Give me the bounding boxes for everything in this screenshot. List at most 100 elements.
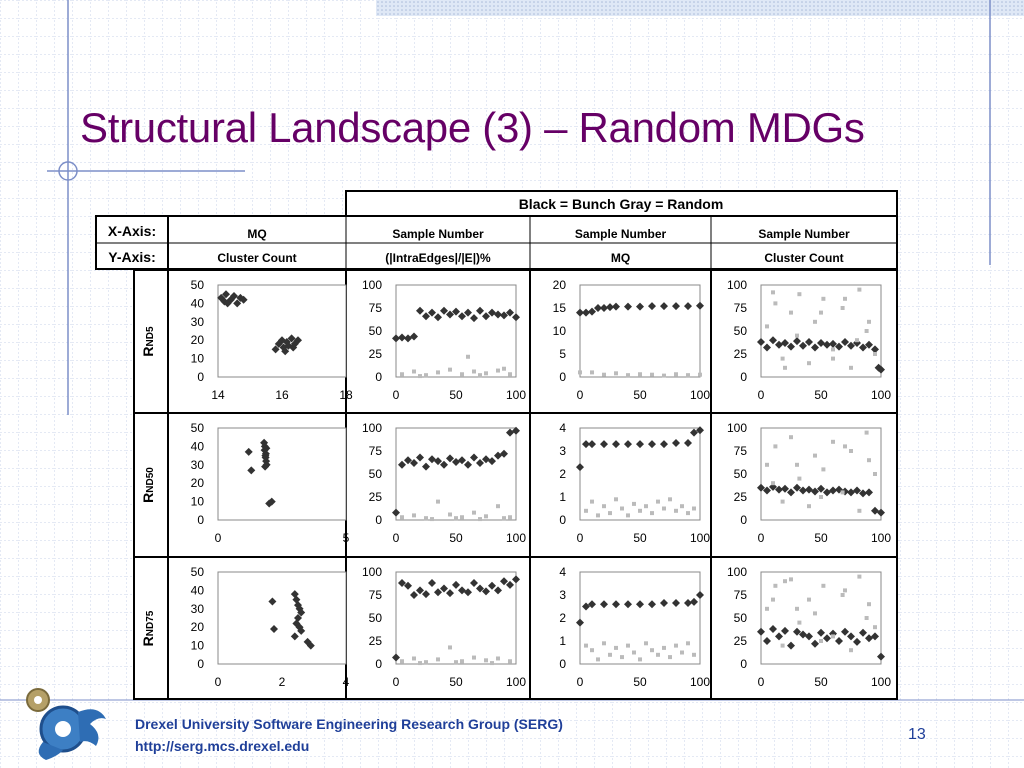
y-tick-label: 75 [734, 444, 748, 458]
data-point-random [502, 366, 506, 371]
y-tick-label: 0 [375, 370, 382, 384]
data-point-random [771, 290, 775, 295]
data-point-random [626, 373, 630, 378]
column-y-axis-label: MQ [611, 251, 630, 265]
data-point-random [496, 656, 500, 661]
data-point-bunch [576, 463, 584, 472]
data-point-bunch [799, 486, 807, 495]
y-tick-label: 25 [369, 634, 383, 648]
data-point-random [584, 643, 588, 648]
footer-url[interactable]: http://serg.mcs.drexel.edu [135, 738, 310, 754]
y-tick-label: 4 [559, 565, 566, 579]
data-point-random [807, 597, 811, 602]
data-point-bunch [793, 627, 801, 636]
data-point-bunch [470, 453, 478, 462]
data-point-random [831, 439, 835, 444]
data-point-bunch [482, 587, 490, 596]
row-label: RND50 [140, 467, 156, 503]
y-tick-label: 50 [191, 278, 205, 292]
data-point-random [843, 444, 847, 449]
data-point-random [873, 352, 877, 356]
y-tick-label: 20 [191, 476, 205, 490]
data-point-bunch [690, 597, 698, 606]
data-point-random [614, 371, 618, 376]
data-point-random [436, 499, 440, 504]
x-tick-label: 100 [506, 388, 526, 402]
data-point-bunch [859, 489, 867, 498]
y-tick-label: 100 [362, 421, 382, 435]
x-tick-label: 100 [871, 388, 891, 402]
data-point-random [466, 354, 470, 359]
data-point-bunch [261, 453, 270, 462]
data-point-random [430, 517, 434, 522]
data-point-bunch [261, 462, 270, 471]
data-point-bunch [817, 628, 825, 637]
data-point-random [795, 333, 799, 338]
y-tick-label: 25 [734, 490, 748, 504]
data-point-random [484, 514, 488, 519]
scatter-plot-r2-c1: 50 40 30 20 10 00 5 [191, 421, 350, 545]
data-point-random [849, 449, 853, 453]
data-point-random [448, 645, 452, 650]
data-point-bunch [488, 308, 496, 317]
plot-area [217, 427, 347, 521]
plot-area [395, 284, 517, 378]
data-point-bunch [787, 488, 795, 497]
data-point-bunch [871, 632, 879, 641]
data-point-random [608, 652, 612, 657]
data-point-bunch [268, 597, 277, 606]
data-point-random [686, 511, 690, 516]
data-point-random [620, 506, 624, 511]
data-point-bunch [847, 632, 855, 641]
data-point-bunch [392, 508, 400, 517]
data-point-random [596, 657, 600, 662]
data-point-bunch [684, 438, 692, 447]
data-point-random [508, 659, 512, 664]
data-point-bunch [660, 440, 668, 449]
data-point-bunch [684, 302, 692, 311]
data-point-random [864, 329, 869, 333]
x-tick-label: 100 [690, 388, 710, 402]
data-point-random [620, 655, 624, 660]
data-point-random [632, 650, 636, 655]
data-point-bunch [696, 591, 704, 599]
data-point-bunch [440, 460, 448, 469]
data-point-random [614, 645, 618, 650]
data-point-bunch [500, 311, 508, 320]
data-point-random [590, 648, 594, 653]
data-point-bunch [775, 485, 783, 494]
y-tick-label: 0 [197, 370, 204, 384]
data-point-random [478, 517, 482, 522]
x-tick-label: 100 [871, 531, 891, 545]
data-point-bunch [823, 488, 831, 497]
data-point-bunch [582, 440, 590, 449]
data-point-random [819, 310, 823, 315]
data-point-bunch [428, 579, 436, 588]
data-point-bunch [416, 586, 424, 595]
data-point-bunch [446, 454, 454, 463]
data-point-random [867, 458, 871, 463]
data-point-random [614, 497, 618, 502]
data-point-bunch [230, 292, 238, 301]
data-point-bunch [290, 632, 299, 641]
data-point-bunch [464, 460, 472, 469]
data-point-bunch [476, 458, 484, 467]
data-point-bunch [270, 625, 278, 634]
data-point-bunch [416, 306, 424, 315]
data-point-random [813, 319, 817, 324]
data-point-bunch [648, 440, 656, 449]
data-point-random [644, 504, 648, 509]
data-point-random [773, 444, 778, 449]
data-point-random [797, 292, 802, 297]
data-point-bunch [494, 586, 502, 595]
data-point-bunch [287, 334, 296, 343]
data-point-bunch [829, 486, 837, 495]
column-y-axis-label: (|IntraEdges|/|E|)% [385, 251, 491, 265]
column-x-axis-label: MQ [247, 227, 266, 241]
data-point-bunch [247, 466, 256, 475]
data-point-random [418, 374, 422, 379]
data-point-random [807, 504, 811, 509]
data-point-bunch [871, 345, 879, 354]
